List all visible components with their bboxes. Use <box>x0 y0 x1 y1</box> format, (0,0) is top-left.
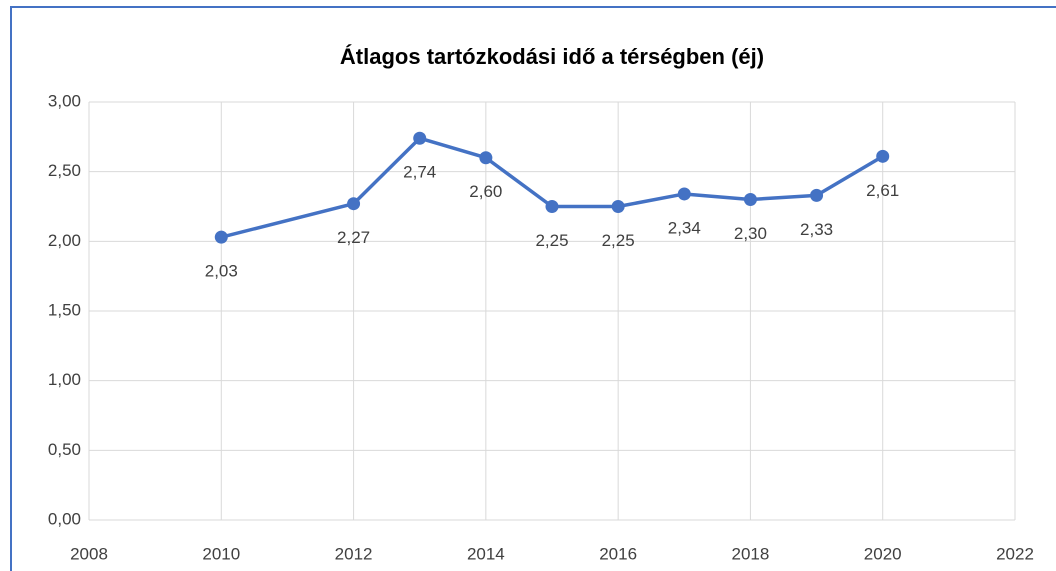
y-tick-label: 2,50 <box>48 161 81 180</box>
x-tick-label: 2020 <box>864 544 902 563</box>
chart-frame <box>10 6 1056 571</box>
data-point <box>347 197 361 211</box>
data-label: 2,61 <box>866 181 899 200</box>
data-label: 2,60 <box>469 182 502 201</box>
data-point <box>545 200 559 213</box>
data-label: 2,33 <box>800 220 833 239</box>
data-point <box>677 187 691 201</box>
x-tick-label: 2008 <box>70 544 108 563</box>
data-point <box>611 200 625 213</box>
y-tick-label: 0,50 <box>48 440 81 459</box>
data-point <box>743 193 757 207</box>
data-label: 2,03 <box>205 262 238 281</box>
data-point <box>810 188 824 202</box>
x-tick-label: 2012 <box>335 544 373 563</box>
x-tick-label: 2018 <box>732 544 770 563</box>
data-label: 2,30 <box>734 224 767 243</box>
data-point <box>413 131 427 145</box>
x-tick-label: 2010 <box>202 544 240 563</box>
data-label: 2,74 <box>403 163 436 182</box>
x-tick-label: 2022 <box>996 544 1034 563</box>
y-tick-label: 2,00 <box>48 231 81 250</box>
data-point <box>479 151 493 165</box>
y-tick-label: 3,00 <box>48 91 81 110</box>
data-label: 2,25 <box>535 231 568 250</box>
y-tick-label: 1,50 <box>48 300 81 319</box>
data-line <box>220 136 884 239</box>
x-tick-label: 2016 <box>599 544 637 563</box>
data-point <box>214 230 228 244</box>
x-tick-label: 2014 <box>467 544 505 563</box>
y-tick-label: 0,00 <box>48 509 81 528</box>
data-label: 2,27 <box>337 228 370 247</box>
y-tick-label: 1,00 <box>48 370 81 389</box>
data-point <box>876 149 890 163</box>
data-label: 2,34 <box>668 218 701 237</box>
data-label: 2,25 <box>602 231 635 250</box>
chart-title: Átlagos tartózkodási idő a térségben (éj… <box>340 44 764 69</box>
